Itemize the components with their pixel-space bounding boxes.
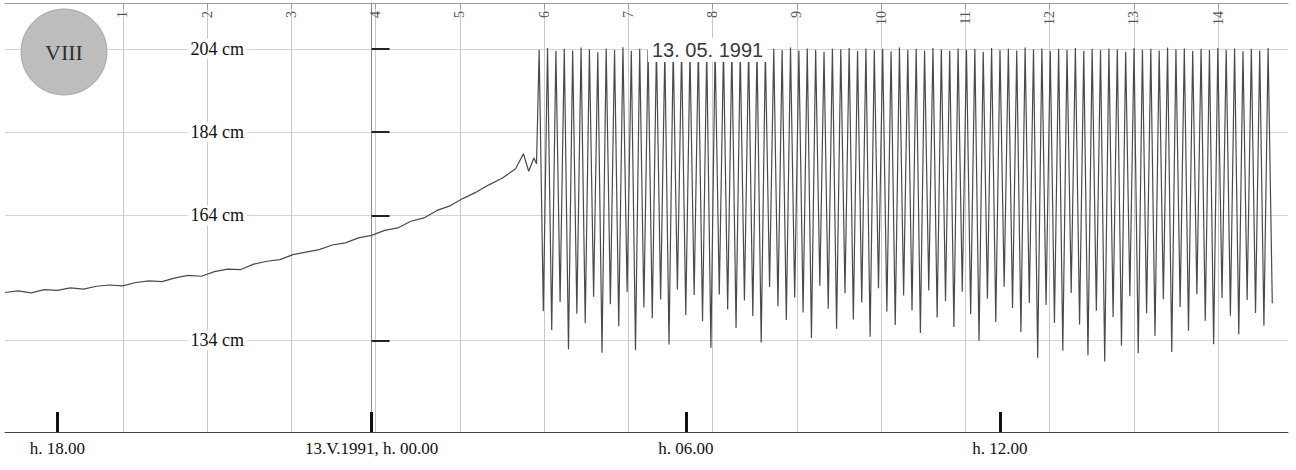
svg-text:13: 13 [1126, 11, 1141, 25]
svg-text:6: 6 [537, 11, 552, 18]
svg-text:164 cm: 164 cm [191, 205, 245, 225]
svg-text:12: 12 [1042, 11, 1057, 25]
svg-text:VIII: VIII [45, 40, 83, 65]
svg-text:11: 11 [958, 11, 973, 24]
svg-text:h. 12.00: h. 12.00 [972, 439, 1027, 458]
svg-text:8: 8 [705, 11, 720, 18]
svg-text:9: 9 [789, 11, 804, 18]
svg-text:4: 4 [368, 11, 383, 18]
svg-text:7: 7 [621, 11, 636, 18]
svg-text:134 cm: 134 cm [191, 330, 245, 350]
svg-text:184 cm: 184 cm [191, 122, 245, 142]
svg-text:13.V.1991, h. 00.00: 13.V.1991, h. 00.00 [305, 439, 438, 458]
svg-text:3: 3 [284, 11, 299, 18]
svg-text:h. 18.00: h. 18.00 [30, 439, 85, 458]
svg-text:2: 2 [200, 11, 215, 18]
svg-text:13. 05. 1991: 13. 05. 1991 [652, 39, 763, 61]
svg-text:h. 06.00: h. 06.00 [658, 439, 713, 458]
svg-text:1: 1 [115, 11, 130, 18]
svg-text:10: 10 [874, 11, 889, 25]
svg-text:14: 14 [1211, 11, 1226, 25]
svg-text:5: 5 [452, 11, 467, 18]
svg-text:204 cm: 204 cm [191, 39, 245, 59]
